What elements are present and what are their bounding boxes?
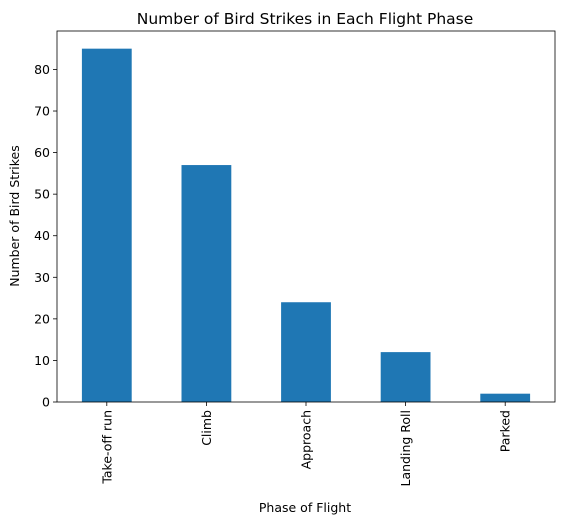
chart-title: Number of Bird Strikes in Each Flight Ph… — [137, 10, 474, 28]
y-tick-label: 50 — [34, 187, 50, 202]
plot-frame — [56, 30, 556, 403]
x-tick-label: Climb — [199, 410, 214, 446]
x-axis-label: Phase of Flight — [259, 500, 351, 515]
y-tick-label: 30 — [34, 270, 50, 285]
y-tick-label: 60 — [34, 145, 50, 160]
x-tick-label: Landing Roll — [398, 410, 413, 487]
y-tick-label: 40 — [34, 228, 50, 243]
y-axis-ticks: 0 10 20 30 40 50 60 70 80 — [34, 62, 57, 410]
x-tick-label: Take-off run — [99, 410, 114, 485]
y-tick-label: 70 — [34, 104, 50, 119]
bars — [81, 48, 531, 403]
bar-landing-roll — [380, 352, 431, 402]
bar-take-off-run — [81, 48, 132, 403]
y-tick-label: 80 — [34, 62, 50, 77]
y-axis-label: Number of Bird Strikes — [7, 145, 22, 287]
y-tick-label: 10 — [34, 353, 50, 368]
bar-climb — [181, 165, 232, 402]
y-tick-label: 0 — [42, 395, 50, 410]
bar-approach — [281, 302, 331, 402]
x-tick-label: Approach — [299, 410, 314, 469]
x-axis-ticks: Take-off run Climb Approach Landing Roll Par… — [99, 402, 513, 487]
y-tick-label: 20 — [34, 311, 50, 326]
bar-parked — [480, 393, 531, 402]
x-tick-label: Parked — [498, 410, 513, 452]
